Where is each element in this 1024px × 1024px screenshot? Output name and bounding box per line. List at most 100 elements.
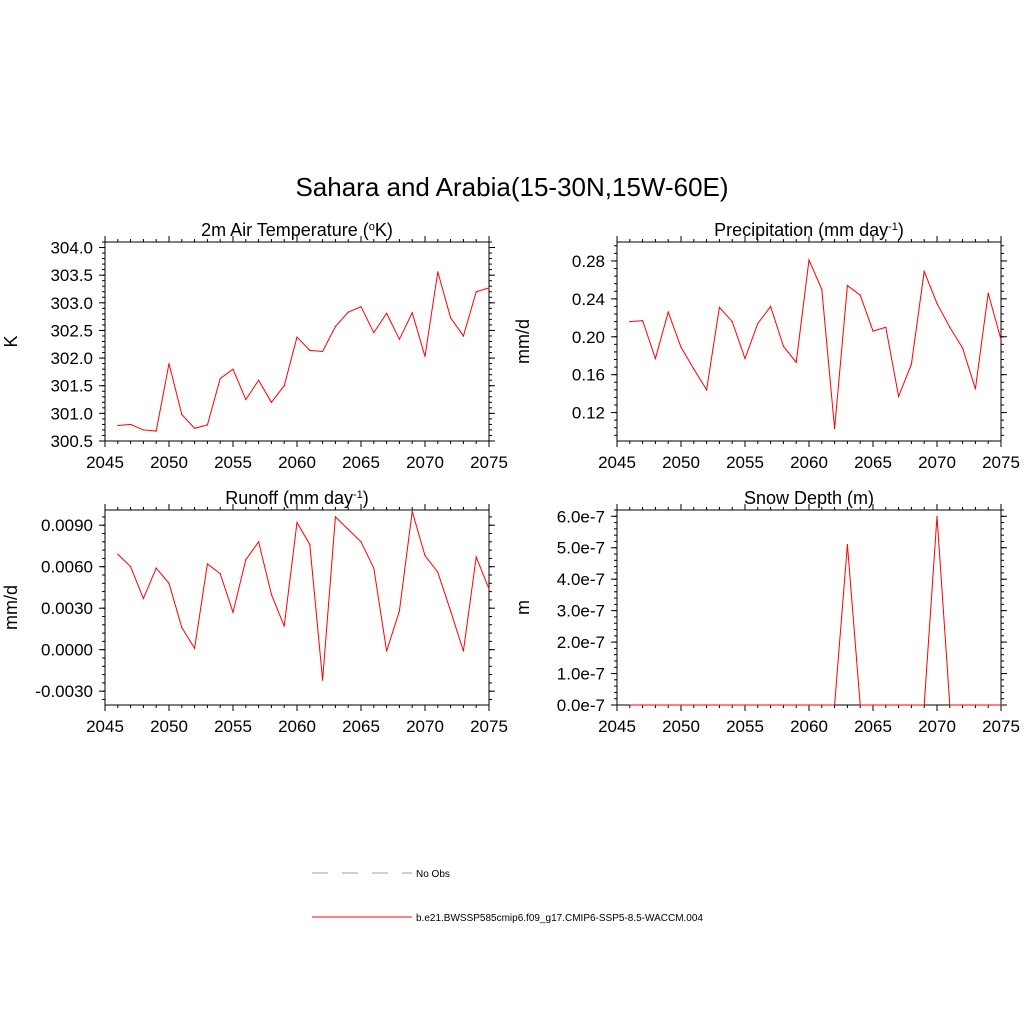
data-point	[386, 650, 388, 652]
data-point	[885, 704, 887, 706]
data-point	[667, 704, 669, 706]
y-tick-label: 304.0	[50, 239, 93, 258]
x-tick-label: 2070	[406, 717, 444, 736]
panel-title: Precipitation (mm day-1)	[714, 220, 904, 240]
data-point	[168, 363, 170, 365]
x-tick-label: 2075	[982, 717, 1020, 736]
x-tick-label: 2065	[342, 717, 380, 736]
figure-title: Sahara and Arabia(15-30N,15W-60E)	[295, 172, 728, 202]
data-point	[642, 704, 644, 706]
x-tick-label: 2060	[278, 717, 316, 736]
y-tick-label: 4.0e-7	[557, 570, 605, 589]
data-point	[219, 573, 221, 575]
data-point	[450, 317, 452, 319]
x-tick-label: 2045	[598, 453, 636, 472]
panel-air-temperature: 2m Air Temperature (oK) K 2045 2050 2055 20…	[1, 220, 508, 472]
y-tick-label: 1.0e-7	[557, 665, 605, 684]
data-point	[296, 336, 298, 338]
data-point	[910, 363, 913, 365]
data-point	[654, 704, 657, 706]
data-point	[808, 259, 810, 261]
x-tick-label: 2065	[342, 453, 380, 472]
legend-obs-label: No Obs	[416, 869, 450, 880]
data-point	[386, 312, 388, 314]
data-point	[667, 311, 669, 313]
data-point	[693, 368, 695, 370]
data-point	[987, 704, 989, 706]
data-point	[821, 288, 823, 290]
data-point	[629, 321, 631, 323]
x-tick-label: 2075	[982, 453, 1020, 472]
y-axis-label: m	[513, 600, 533, 615]
data-point	[411, 510, 413, 512]
data-point	[795, 704, 797, 706]
data-point	[181, 413, 183, 416]
data-point	[398, 610, 400, 612]
y-tick-label: 6.0e-7	[557, 507, 605, 526]
y-axis-label: mm/d	[1, 585, 21, 630]
data-point	[1000, 339, 1002, 341]
data-point	[322, 350, 324, 353]
data-point	[962, 704, 964, 706]
data-point	[142, 597, 144, 600]
y-tick-label: 302.0	[50, 349, 93, 368]
data-point	[424, 555, 426, 557]
data-point	[795, 361, 797, 363]
x-tick-label: 2060	[278, 453, 316, 472]
data-point	[194, 647, 196, 649]
data-point	[706, 389, 708, 391]
y-tick-label: 302.5	[50, 321, 93, 340]
data-point	[437, 571, 439, 573]
series-line	[117, 511, 490, 681]
x-tick-label: 2055	[214, 453, 252, 472]
legend-model-label: b.e21.BWSSP585cmip6.f09_g17.CMIP6-SSP5-8…	[416, 913, 703, 924]
panel-snow-depth: Snow Depth (m) m 2045 2050 2055 2060 2065 207…	[513, 488, 1020, 736]
x-tick-label: 2055	[214, 717, 252, 736]
panel-runoff: Runoff (mm day-1) mm/d 2045 2050 2055 2060 2…	[1, 488, 508, 736]
data-point	[770, 704, 772, 706]
data-point	[270, 401, 272, 403]
data-point	[731, 321, 733, 323]
data-point	[475, 556, 477, 558]
series-line	[117, 271, 490, 432]
y-tick-label: 0.0060	[41, 558, 93, 577]
panel-title: 2m Air Temperature (oK)	[201, 220, 393, 240]
x-tick-label: 2060	[790, 717, 828, 736]
y-tick-label: 2.0e-7	[557, 633, 605, 652]
x-tick-label: 2075	[470, 453, 508, 472]
data-point	[898, 395, 900, 398]
x-tick-label: 2075	[470, 717, 508, 736]
x-tick-label: 2045	[598, 717, 636, 736]
data-point	[130, 566, 132, 568]
data-point	[232, 368, 234, 370]
data-point	[322, 679, 324, 681]
data-point	[258, 379, 260, 381]
y-tick-label: 0.16	[572, 366, 605, 385]
data-point	[155, 567, 157, 569]
data-point	[872, 330, 874, 332]
data-point	[360, 541, 362, 543]
data-point	[898, 704, 900, 706]
y-tick-label: 301.5	[50, 377, 93, 396]
data-point	[155, 430, 157, 432]
data-point	[859, 294, 861, 296]
data-point	[283, 625, 285, 627]
data-point	[373, 567, 375, 569]
data-point	[629, 704, 631, 706]
y-tick-label: 0.12	[572, 404, 605, 423]
data-point	[718, 306, 721, 308]
data-point	[194, 427, 196, 429]
y-tick-label: 0.0030	[41, 599, 93, 618]
data-point	[782, 345, 785, 347]
data-point	[974, 388, 977, 390]
data-point	[731, 704, 733, 706]
data-point	[642, 320, 644, 322]
data-point	[923, 270, 925, 272]
y-tick-label: 303.5	[50, 266, 93, 285]
data-point	[846, 284, 849, 287]
y-tick-label: 0.0e-7	[557, 696, 605, 715]
x-tick-label: 2045	[86, 717, 124, 736]
y-tick-label: 0.28	[572, 252, 605, 271]
y-tick-label: 5.0e-7	[557, 539, 605, 558]
data-point	[347, 528, 349, 530]
